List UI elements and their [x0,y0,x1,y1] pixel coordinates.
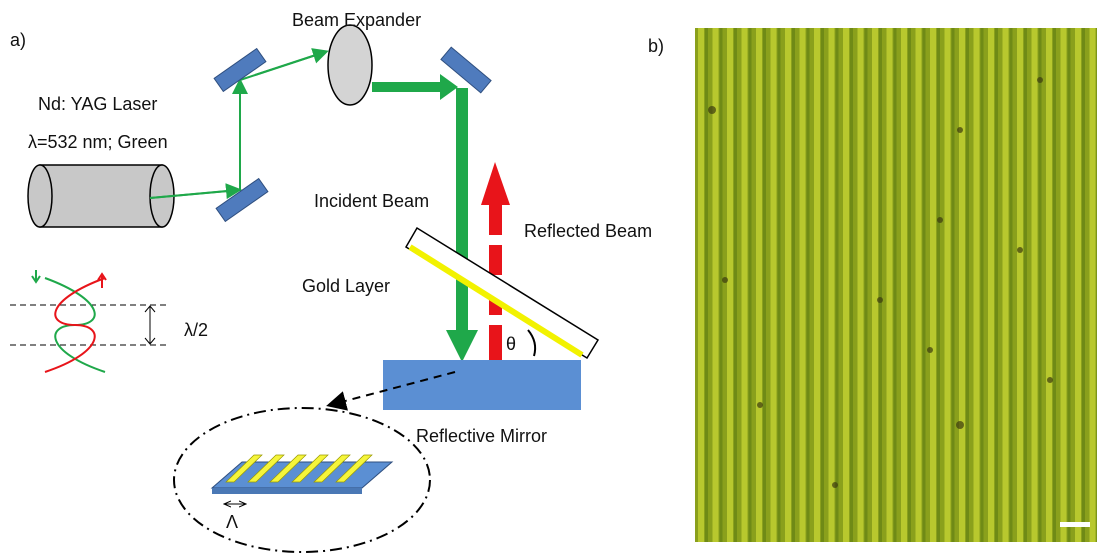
panel-label: a) [10,30,26,50]
steering-mirror [216,179,268,222]
scale-bar [1060,522,1090,527]
laser-name: Nd: YAG Laser [38,94,157,114]
laser-wavelength: λ=532 nm; Green [28,132,168,152]
panel-label: b) [648,36,664,56]
beam-expander-label: Beam Expander [292,10,421,30]
reflected-beam [481,162,510,360]
grating [212,455,392,494]
micrograph [695,28,1097,542]
incident-beam-label: Incident Beam [314,191,429,211]
expanded-beam [372,74,458,100]
figure: a) Nd: YAG Laser λ=532 nm; Green Beam Ex… [0,0,1097,557]
angle-label: θ [506,334,516,354]
gold-layer-label: Gold Layer [302,276,390,296]
mirror-label: Reflective Mirror [416,426,547,446]
laser [28,165,174,227]
half-wavelength-label: λ/2 [184,320,208,340]
beam-arrow [255,52,325,75]
incident-beam [446,88,478,362]
reflective-mirror [383,360,581,410]
period-label: Λ [226,512,238,532]
beam-expander-lens [328,25,372,105]
angle-arc [528,330,535,356]
reflected-beam-label: Reflected Beam [524,221,652,241]
standing-wave [10,270,170,372]
